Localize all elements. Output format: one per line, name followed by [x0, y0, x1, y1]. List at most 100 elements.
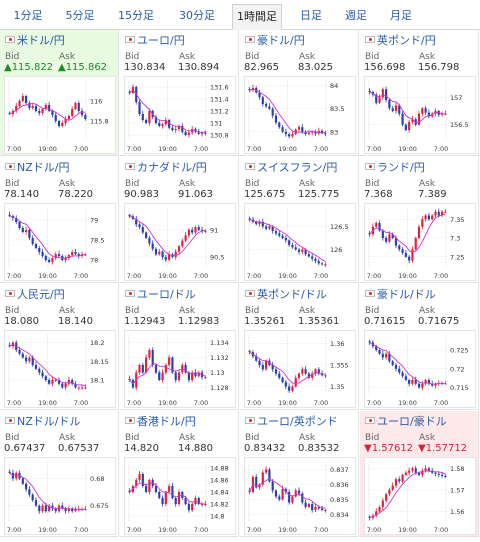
candle-body [414, 238, 417, 250]
mini-chart[interactable]: 7:00 19:00 7:00 1.36 1.355 1.35 [244, 330, 356, 408]
x-tick-label: 19:00 [158, 272, 177, 280]
candle-body [401, 113, 404, 125]
mini-chart[interactable]: 7:00 19:00 7:00 1.58 1.57 1.56 [364, 457, 476, 535]
pair-name-link[interactable]: 豪ドル/ドル [377, 288, 436, 301]
y-tick-label: 0.72 [450, 365, 464, 373]
tab-6[interactable]: 週足 [345, 9, 367, 22]
mini-chart[interactable]: 7:00 19:00 7:00 91 90.5 [124, 203, 236, 281]
rate-card[interactable]: 豪ドル/ドル Bid Ask 0.71615 0.71675 7:00 19:00 7:00 0… [360, 284, 479, 410]
candle-body [74, 508, 77, 512]
pair-name-link[interactable]: ユーロ/ドル [137, 288, 196, 301]
candle-body [414, 468, 417, 473]
candle-body [388, 489, 391, 495]
y-tick-label: 84 [330, 82, 338, 90]
tab-3[interactable]: 30分足 [179, 9, 215, 22]
mini-chart[interactable]: 7:00 19:00 7:00 18.2 18.15 18.1 [4, 330, 116, 408]
rate-card[interactable]: ユーロ/ドル Bid Ask 1.12943 1.12983 7:00 19:00 7:00 1… [120, 284, 239, 410]
pair-name-link[interactable]: ユーロ/円 [137, 34, 185, 47]
pair-name-link[interactable]: 人民元/円 [17, 288, 65, 301]
pair-name-link[interactable]: 香港ドル/円 [137, 415, 196, 428]
candle-body [84, 387, 87, 389]
candle-body [411, 249, 414, 261]
rate-card[interactable]: 香港ドル/円 Bid Ask 14.820 14.880 7:00 19:00 7:00 14.… [120, 411, 239, 537]
pair-name-link[interactable]: ランド/円 [377, 161, 425, 174]
rate-card[interactable]: 英ポンド/ドル Bid Ask 1.35261 1.35361 7:00 19:00 7:00… [240, 284, 359, 410]
mini-chart[interactable]: 7:00 19:00 7:00 79 78.5 78 [4, 203, 116, 281]
mini-chart[interactable]: 7:00 19:00 7:00 126.5 126 [244, 203, 356, 281]
candle-body [194, 372, 197, 377]
pair-name-link[interactable]: NZドル/円 [17, 161, 70, 174]
candle-body [311, 373, 314, 378]
x-tick-label: 7:00 [194, 526, 209, 534]
candlestick-chart: 7:00 19:00 7:00 14.88 14.86 14.84 14.82 14.8 [127, 462, 229, 534]
candle-body [141, 227, 144, 233]
pair-name-link[interactable]: 米ドル/円 [17, 34, 65, 47]
moving-average-line [9, 215, 86, 259]
candle-body [444, 475, 447, 477]
candle-body [381, 89, 384, 98]
rate-card[interactable]: 人民元/円 Bid Ask 18.080 18.140 7:00 19:00 7:00 18.2… [0, 284, 119, 410]
candle-body [378, 97, 381, 103]
candle-body [171, 486, 174, 498]
pair-name-link[interactable]: カナダドル/円 [137, 161, 207, 174]
mini-chart[interactable]: 7:00 19:00 7:00 84 83.5 83 [244, 76, 356, 154]
rate-card[interactable]: ユーロ/円 Bid Ask 130.834 130.894 7:00 19:00 7:00 13… [120, 30, 239, 156]
tab-1[interactable]: 5分足 [65, 9, 95, 22]
mini-chart[interactable]: 7:00 19:00 7:00 1.134 1.132 1.13 1.128 [124, 330, 236, 408]
pair-name-link[interactable]: ユーロ/豪ドル [377, 415, 447, 428]
tab-4[interactable]: 1時間足 [232, 4, 282, 30]
rate-card[interactable]: NZドル/円 Bid Ask 78.140 78.220 7:00 19:00 7:00 79 7… [0, 157, 119, 283]
mini-chart[interactable]: 7:00 19:00 7:00 0.837 0.836 0.835 0.834 [244, 457, 356, 535]
pair-name-link[interactable]: 英ポンド/ドル [257, 288, 327, 301]
tab-5[interactable]: 日足 [300, 9, 322, 22]
pair-name-link[interactable]: スイスフラン/円 [257, 161, 338, 174]
candle-body [184, 132, 187, 135]
mini-chart[interactable]: 7:00 19:00 7:00 14.88 14.86 14.84 14.82 14.8 [124, 457, 236, 535]
x-tick-label: 7:00 [314, 272, 329, 280]
candle-body [31, 106, 34, 108]
moving-average-line [249, 219, 326, 262]
candle-body [301, 493, 304, 503]
pair-name-link[interactable]: 英ポンド/円 [377, 34, 436, 47]
rate-card[interactable]: ユーロ/英ポンド Bid Ask 0.83432 0.83532 7:00 19:00 7:0… [240, 411, 359, 537]
moving-average-line [129, 89, 206, 133]
candle-body [181, 240, 184, 247]
tab-7[interactable]: 月足 [390, 9, 412, 22]
moving-average-line [249, 88, 326, 134]
mini-chart[interactable]: 7:00 19:00 7:00 0.68 0.675 [4, 457, 116, 535]
rate-card[interactable]: 英ポンド/円 Bid Ask 156.698 156.798 7:00 19:00 7:00 1… [360, 30, 479, 156]
y-tick-label: 18.2 [90, 339, 104, 347]
pair-name-link[interactable]: NZドル/ドル [17, 415, 81, 428]
candle-body [61, 383, 64, 388]
candle-body [398, 368, 401, 373]
bid-value: 18.080 [4, 316, 39, 327]
rate-card[interactable]: NZドル/ドル Bid Ask 0.67437 0.67537 7:00 19:00 7:00… [0, 411, 119, 537]
pair-name-link[interactable]: 豪ドル/円 [257, 34, 305, 47]
rate-card[interactable]: スイスフラン/円 Bid Ask 125.675 125.775 7:00 19:00 7:0… [240, 157, 359, 283]
rate-card[interactable]: ランド/円 Bid Ask 7.368 7.389 7:00 19:00 7:00 7.35 7.… [360, 157, 479, 283]
candle-body [297, 127, 301, 130]
rate-card[interactable]: 豪ドル/円 Bid Ask 82.965 83.025 7:00 19:00 7:00 84 83… [240, 30, 359, 156]
mini-chart[interactable]: 7:00 19:00 7:00 157 156.5 [364, 76, 476, 154]
mini-chart[interactable]: 7:00 19:00 7:00 131.6 131.4 131.2 131 130.8 [124, 76, 236, 154]
candle-body [281, 127, 284, 132]
candle-body [294, 247, 297, 250]
pair-name-link[interactable]: ユーロ/英ポンド [257, 415, 338, 428]
y-tick-label: 14.82 [210, 501, 229, 509]
y-tick-label: 0.675 [90, 502, 109, 510]
tab-0[interactable]: 1分足 [13, 9, 43, 22]
flag-icon [5, 290, 15, 297]
candle-body [164, 492, 167, 504]
rate-card[interactable]: ユーロ/豪ドル Bid Ask ▼1.57612 ▼1.57712 7:00 19:00 7:… [360, 411, 479, 537]
rate-card[interactable]: カナダドル/円 Bid Ask 90.983 91.063 7:00 19:00 7:00 91… [120, 157, 239, 283]
rate-card[interactable]: 米ドル/円 Bid Ask ▲115.822 ▲115.862 7:00 19:00 7:00… [0, 30, 119, 156]
candle-body [191, 229, 194, 233]
candle-body [161, 372, 164, 380]
mini-chart[interactable]: 7:00 19:00 7:00 0.725 0.72 0.715 [364, 330, 476, 408]
ask-value: 18.140 [58, 316, 93, 327]
candle-body [28, 230, 31, 238]
ask-value: 1.12983 [178, 316, 220, 327]
mini-chart[interactable]: 7:00 19:00 7:00 116 115.8 [4, 76, 116, 154]
mini-chart[interactable]: 7:00 19:00 7:00 7.35 7.3 7.25 [364, 203, 476, 281]
tab-2[interactable]: 15分足 [118, 9, 154, 22]
